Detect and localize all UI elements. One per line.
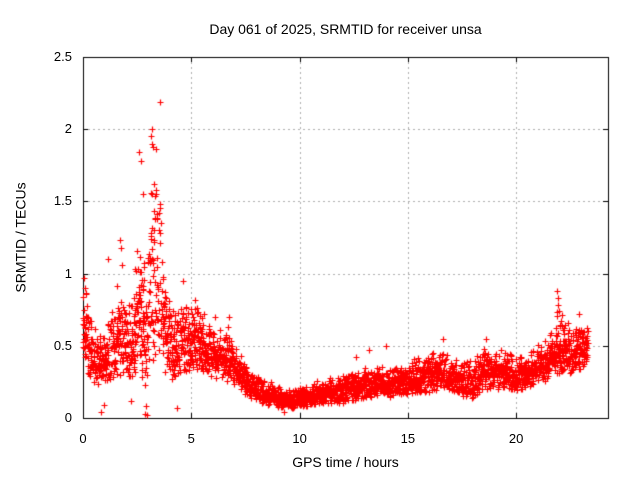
chart-title: Day 061 of 2025, SRMTID for receiver uns… [209, 21, 482, 37]
x-axis-label: GPS time / hours [292, 454, 399, 470]
y-axis-label: SRMTID / TECUs [12, 182, 29, 293]
y-tick-label: 1 [64, 265, 72, 281]
x-tick-label: 20 [508, 431, 524, 446]
x-tick-label: 5 [187, 431, 195, 446]
x-tick-label: 0 [79, 431, 87, 446]
y-tick-label: 0 [64, 410, 72, 425]
x-tick-label: 10 [292, 431, 307, 446]
y-tick-label: 1.5 [53, 193, 72, 209]
y-tick-label: 0.5 [53, 337, 72, 353]
y-tick-label: 2 [64, 121, 72, 137]
y-tick-label: 2.5 [53, 49, 72, 64]
x-tick-label: 15 [400, 431, 416, 446]
